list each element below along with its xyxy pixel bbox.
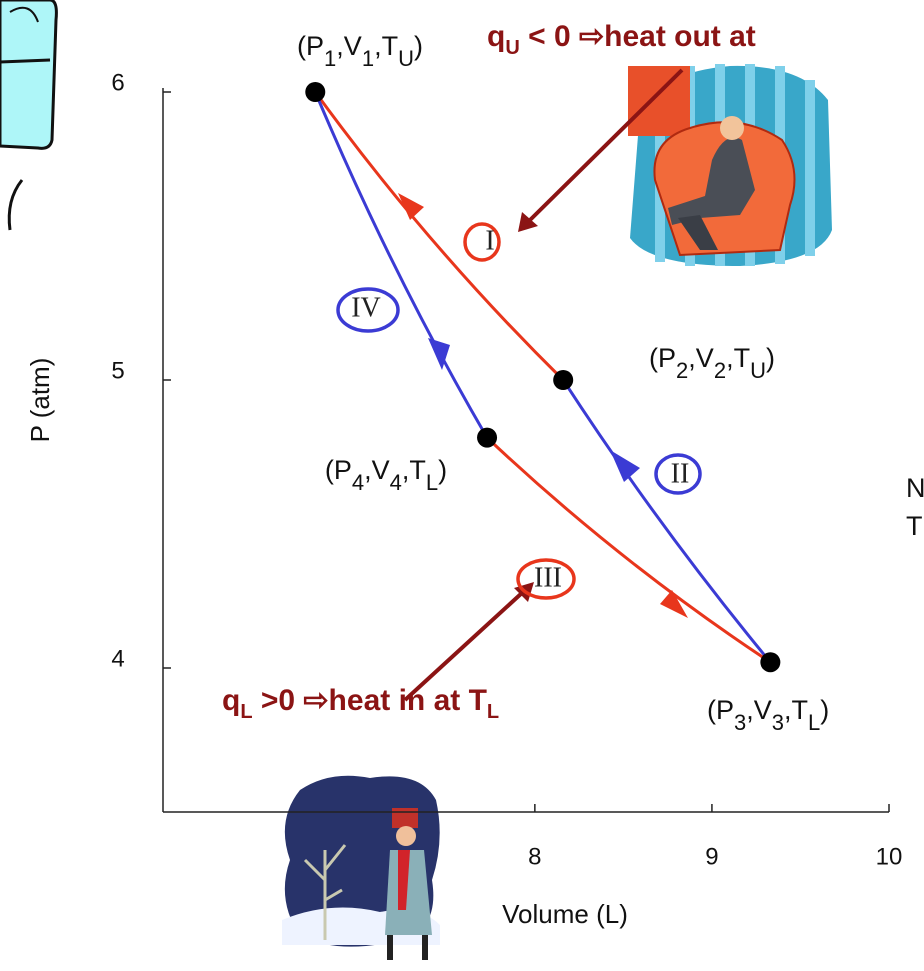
subscript: L [426, 470, 438, 495]
text-part: ) [820, 695, 829, 725]
subscript: L [487, 701, 499, 723]
y-tick-label: 5 [111, 357, 124, 384]
subscript: L [240, 701, 252, 723]
text-part: N [906, 473, 924, 503]
annotation: qU < 0 ⇨heat out at [487, 20, 756, 59]
y-tick-label: 4 [111, 645, 124, 672]
text-part: (P [297, 31, 324, 61]
x-tick-label: 9 [705, 843, 718, 870]
text-part: ) [438, 455, 447, 485]
text-part: T [906, 511, 923, 541]
sketch-line [9, 180, 22, 230]
x-tick-label: 8 [528, 843, 541, 870]
text-part: ,V [746, 695, 772, 725]
text-part: ) [414, 31, 423, 61]
subscript: 2 [714, 358, 726, 383]
process-curve [315, 92, 487, 438]
arrowhead [398, 193, 424, 220]
subscript: U [505, 37, 519, 59]
annotation: T [906, 511, 923, 541]
process-curve [315, 92, 563, 380]
annotation: N [906, 473, 924, 503]
text-part: ,T [402, 455, 426, 485]
state-label: (P1,V1,TU) [297, 31, 423, 71]
subscript: 2 [676, 358, 688, 383]
state-point [760, 652, 780, 672]
subscript: 4 [352, 470, 364, 495]
text-part: < 0 ⇨heat out at [520, 20, 756, 53]
text-part: (P [707, 695, 734, 725]
y-axis-title: P (atm) [25, 358, 55, 443]
face [396, 826, 416, 846]
text-part: ,V [688, 343, 714, 373]
state-label: (P2,V2,TU) [649, 343, 775, 383]
hat [392, 808, 418, 828]
text-part: (P [649, 343, 676, 373]
subscript: U [750, 358, 766, 383]
subscript: 3 [734, 710, 746, 735]
arrowhead [610, 450, 640, 482]
picture [628, 66, 690, 136]
process-label: I [485, 225, 494, 256]
subscript: L [808, 710, 820, 735]
chart: 4568910 Volume (L) P (atm) IIIIIIIV(P1,V… [0, 0, 924, 966]
head [720, 116, 744, 140]
arrowhead [660, 590, 688, 618]
state-point [477, 428, 497, 448]
text-part: ,T [374, 31, 398, 61]
state-label: (P3,V3,TL) [707, 695, 829, 735]
y-tick-label: 6 [111, 69, 124, 96]
text-part: ,T [784, 695, 808, 725]
text-part: q [487, 20, 505, 53]
annotation: qL >0 ⇨heat in at TL [222, 684, 499, 723]
subscript: 3 [772, 710, 784, 735]
subscript: 1 [362, 46, 374, 71]
process-label: II [671, 458, 690, 489]
subscript: U [398, 46, 414, 71]
text-part: >0 ⇨heat in at T [253, 684, 487, 717]
subscript: 4 [390, 470, 402, 495]
text-part: q [222, 684, 240, 717]
fridge-sketch [0, 0, 56, 148]
x-tick-label: 10 [876, 843, 903, 870]
state-label: (P4,V4,TL) [325, 455, 447, 495]
page: {"chart_data": {"type": "line", "x_label… [0, 0, 924, 966]
x-axis-title: Volume (L) [502, 899, 628, 929]
process-label: III [534, 562, 562, 593]
text-part: ) [766, 343, 775, 373]
process-label: IV [351, 292, 381, 323]
winter-clipart [282, 776, 440, 960]
text-part: ,T [726, 343, 750, 373]
state-point [553, 370, 573, 390]
fridge-line [0, 60, 50, 62]
text-part: (P [325, 455, 352, 485]
process-curve [563, 380, 770, 662]
text-part: ,V [364, 455, 390, 485]
state-point [305, 82, 325, 102]
text-part: ,V [336, 31, 362, 61]
subscript: 1 [324, 46, 336, 71]
